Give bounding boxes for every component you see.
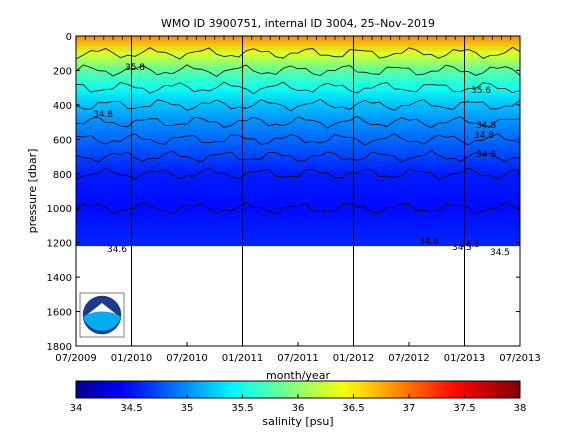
contour-line [76,81,520,95]
colorbar-tick-label: 37.5 [453,403,475,414]
x-tick-label: 07/2009 [55,353,97,364]
contour-label: 34.8 [476,121,496,131]
y-axis: 0 200 400 600 800 1000 1200 1400 1600 1800 [47,32,520,353]
y-tick-label: 200 [53,66,72,77]
colorbar-tick-label: 38 [514,403,527,414]
contour-label: 34.6 [419,237,439,247]
salinity-field [76,36,520,247]
contour-label: 34.5 [460,240,480,250]
contour-label: 34.8 [474,131,494,141]
x-tick-label: 01/2011 [222,353,264,364]
y-axis-label: pressure [dbar] [26,149,39,234]
colorbar-tick-label: 34 [70,403,83,414]
x-tick-label: 07/2010 [166,353,208,364]
x-tick-label: 07/2012 [388,353,430,364]
colorbar-tick-label: 35 [181,403,194,414]
colorbar: 34 34.5 35 35.5 36 36.5 37 37.5 38 salinity [psu… [70,380,527,428]
colorbar-tick-label: 36.5 [342,403,364,414]
contour-label: 35.8 [125,63,145,73]
contour-label: 34.5 [452,243,472,253]
contour-line [76,167,520,180]
y-tick-label: 1000 [47,204,72,215]
y-tick-label: 400 [53,101,72,112]
x-tick-label: 07/2013 [499,353,541,364]
colorbar-label: salinity [psu] [262,415,333,428]
contour-labels: 35.835.634.834.834.834.834.634.6 34.534.5… [93,63,510,258]
contour-lines [76,46,520,215]
noaa-logo [79,292,125,338]
x-tick-label: 01/2010 [111,353,153,364]
x-tick-label: 01/2013 [444,353,486,364]
contour-label: 34.8 [93,110,113,120]
x-tick-label: 01/2012 [333,353,375,364]
y-tick-label: 1600 [47,308,72,319]
plot-frame [75,35,521,347]
contour-label: 34.8 [476,150,496,160]
colorbar-tick-label: 34.5 [120,403,142,414]
contour-line [76,64,520,77]
chart-title: WMO ID 3900751, internal ID 3004, 25–Nov… [161,17,435,30]
contour-line [76,46,520,60]
contour-label: 35.6 [471,86,491,96]
y-tick-label: 800 [53,170,72,181]
colorbar-tick-label: 35.5 [231,403,253,414]
contour-line [76,150,520,163]
y-tick-label: 1200 [47,239,72,250]
colorbar-ticks: 34 34.5 35 35.5 36 36.5 37 37.5 38 [70,394,527,414]
contour-line [76,133,520,146]
year-boundary-lines [131,36,465,346]
colorbar-tick-label: 36 [292,403,305,414]
contour-label: 34.6 [107,245,127,255]
contour-label: 34.5 [490,248,510,258]
x-axis-label: month/year [266,369,330,382]
plot-layer: 35.835.634.834.834.834.834.634.6 34.534.5… [76,36,520,346]
y-tick-label: 0 [66,32,72,43]
y-tick-label: 1400 [47,273,72,284]
contour-line [76,115,520,129]
contour-line [76,98,520,112]
colorbar-tick-label: 37 [403,403,416,414]
contour-line [76,201,520,215]
y-tick-label: 600 [53,135,72,146]
y-tick-label: 1800 [47,342,72,353]
x-tick-label: 07/2011 [277,353,319,364]
